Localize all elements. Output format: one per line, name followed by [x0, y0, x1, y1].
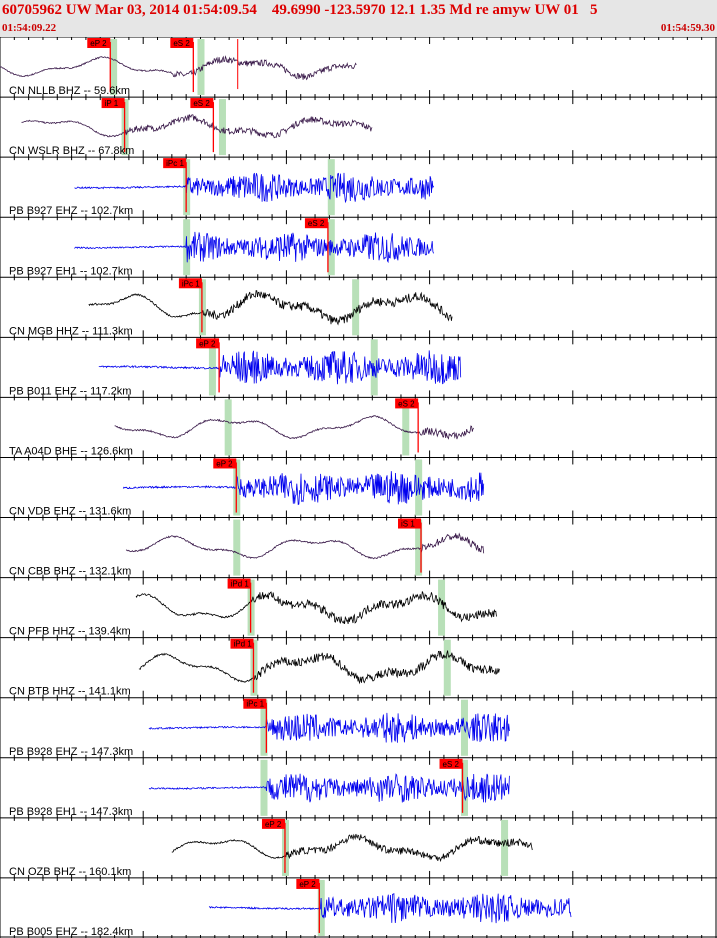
predicted-arrival-band [218, 99, 226, 156]
predicted-arrival-band [208, 339, 216, 396]
trace-row: eP 2 CN OZB BHZ -- 160.1km [0, 817, 717, 878]
trace-row: eP 2 PB B011 EHZ -- 117.2km [0, 336, 717, 398]
waveform-line [74, 172, 434, 204]
predicted-arrival-band [443, 639, 451, 696]
trace-row: eS 2 PB B927 EH1 -- 102.7km [0, 216, 717, 278]
predicted-arrival-band [110, 39, 118, 96]
phase-pick-label: iPc 1 [182, 279, 200, 288]
phase-pick-label: iPd 1 [231, 580, 250, 589]
phase-pick-flag [190, 98, 214, 109]
phase-pick-flag [296, 878, 320, 889]
phase-pick-flag [213, 458, 237, 469]
trace-row: eP 2 eS 2 CN NLLB BHZ -- 59.6km [0, 37, 717, 98]
phase-pick-label: eS 2 [398, 399, 415, 408]
phase-pick-flag [196, 338, 220, 349]
event-title: 60705962 UW Mar 03, 2014 01:54:09.54 49.… [2, 2, 598, 18]
phase-pick-label: iPc 1 [166, 159, 184, 168]
trace-row: eS 2 TA A04D BHE -- 126.6km [0, 396, 717, 458]
waveform-line [171, 833, 533, 863]
trace-row: iS 1 CN CBB BHZ -- 132.1km [0, 517, 717, 578]
station-label: CN CBB BHZ -- 132.1km [9, 566, 131, 578]
phase-pick-label: eP 2 [216, 459, 233, 468]
phase-pick-flag [261, 818, 285, 829]
station-label: CN NLLB BHZ -- 59.6km [9, 85, 130, 97]
trace-row: iPd 1 CN BTB HHZ -- 141.1km [0, 637, 717, 698]
phase-pick-label: iPc 1 [246, 700, 264, 709]
trace-row: iPd 1 CN PFB HHZ -- 139.4km [0, 577, 717, 638]
phase-pick-flag [398, 518, 422, 529]
phase-pick-flag [395, 398, 419, 409]
phase-pick-label: eP 2 [265, 820, 282, 829]
waveform-line [125, 532, 485, 560]
phase-pick-label: iP 1 [105, 99, 119, 108]
waveform-line [114, 415, 475, 440]
phase-pick-flag [178, 278, 202, 289]
phase-pick-flag [439, 758, 463, 769]
waveform-line [148, 712, 510, 743]
station-label: PB B011 EHZ -- 117.2km [9, 385, 131, 397]
phase-pick-label: iS 1 [401, 520, 415, 529]
waveform-line [0, 55, 357, 81]
phase-pick-flag [87, 38, 111, 48]
phase-pick-label: eS 2 [193, 99, 210, 108]
start-time-label: 01:54:09.22 [2, 22, 57, 34]
trace-row: eP 2 PB B005 EHZ -- 182.4km [0, 877, 717, 938]
station-label: CN BTB HHZ -- 141.1km [9, 686, 131, 698]
phase-pick-label: eP 2 [199, 339, 216, 348]
station-label: PB B927 EH1 -- 102.7km [9, 265, 133, 277]
station-label: PB B005 EHZ -- 182.4km [9, 926, 133, 938]
waveform-line [138, 650, 500, 685]
phase-pick-label: eP 2 [90, 39, 107, 48]
station-label: TA A04D BHE -- 126.6km [9, 445, 133, 457]
phase-pick-flag [304, 218, 328, 229]
phase-pick-flag [227, 578, 251, 589]
phase-pick-flag [101, 98, 125, 109]
trace-row: iPc 1 PB B927 EHZ -- 102.7km [0, 156, 717, 218]
station-label: CN MGB HHZ -- 111.3km [9, 325, 133, 337]
waveform-line [98, 350, 462, 385]
phase-pick-flag [243, 698, 267, 709]
waveform-line [208, 893, 572, 924]
trace-row: iP 1 eS 2 CN WSLR BHZ -- 67.8km [0, 96, 717, 158]
predicted-arrival-band [501, 819, 509, 876]
phase-pick-flag [163, 158, 187, 169]
trace-row: eS 2 PB B928 EH1 -- 147.3km [0, 757, 717, 818]
predicted-arrival-band [402, 399, 410, 456]
predicted-arrival-band [438, 579, 446, 636]
header-bar: 60705962 UW Mar 03, 2014 01:54:09.54 49.… [0, 0, 717, 37]
station-label: PB B928 EH1 -- 147.3km [9, 806, 133, 818]
station-label: CN OZB BHZ -- 160.1km [9, 866, 131, 878]
station-label: PB B928 EHZ -- 147.3km [9, 746, 133, 758]
waveform-line [148, 773, 510, 803]
phase-pick-flag [170, 38, 194, 48]
phase-pick-label: eP 2 [299, 880, 316, 889]
phase-pick-label: eS 2 [443, 760, 460, 769]
trace-row: iPc 1 CN MGB HHZ -- 111.3km [0, 276, 717, 338]
station-label: CN VDB EHZ -- 131.6km [9, 506, 131, 518]
station-label: PB B927 EHZ -- 102.7km [9, 205, 133, 217]
predicted-arrival-band [352, 279, 360, 336]
trace-row: iPc 1 PB B928 EHZ -- 147.3km [0, 697, 717, 758]
predicted-arrival-band [233, 519, 241, 576]
predicted-arrival-band [197, 39, 205, 96]
phase-pick-label: eS 2 [173, 39, 190, 48]
waveform-line [122, 471, 485, 506]
predicted-arrival-band [224, 399, 232, 456]
station-label: CN WSLR BHZ -- 67.8km [9, 145, 134, 157]
waveform-line [88, 290, 453, 326]
waveform-line [135, 591, 497, 625]
seismogram-plot: eP 2 eS 2 CN NLLB BHZ -- 59.6km iP 1 eS 2 CN … [0, 37, 717, 938]
predicted-arrival-band [327, 159, 335, 216]
phase-pick-flag [230, 638, 254, 649]
waveform-line [74, 231, 434, 264]
phase-pick-label: eS 2 [308, 219, 325, 228]
station-label: CN PFB HHZ -- 139.4km [9, 626, 131, 638]
waveform-line [21, 114, 373, 139]
predicted-arrival-band [460, 759, 468, 816]
trace-row: eP 2 CN VDB EHZ -- 131.6km [0, 456, 717, 518]
end-time-label: 01:54:59.30 [660, 22, 715, 34]
phase-pick-label: iPd 1 [233, 640, 252, 649]
